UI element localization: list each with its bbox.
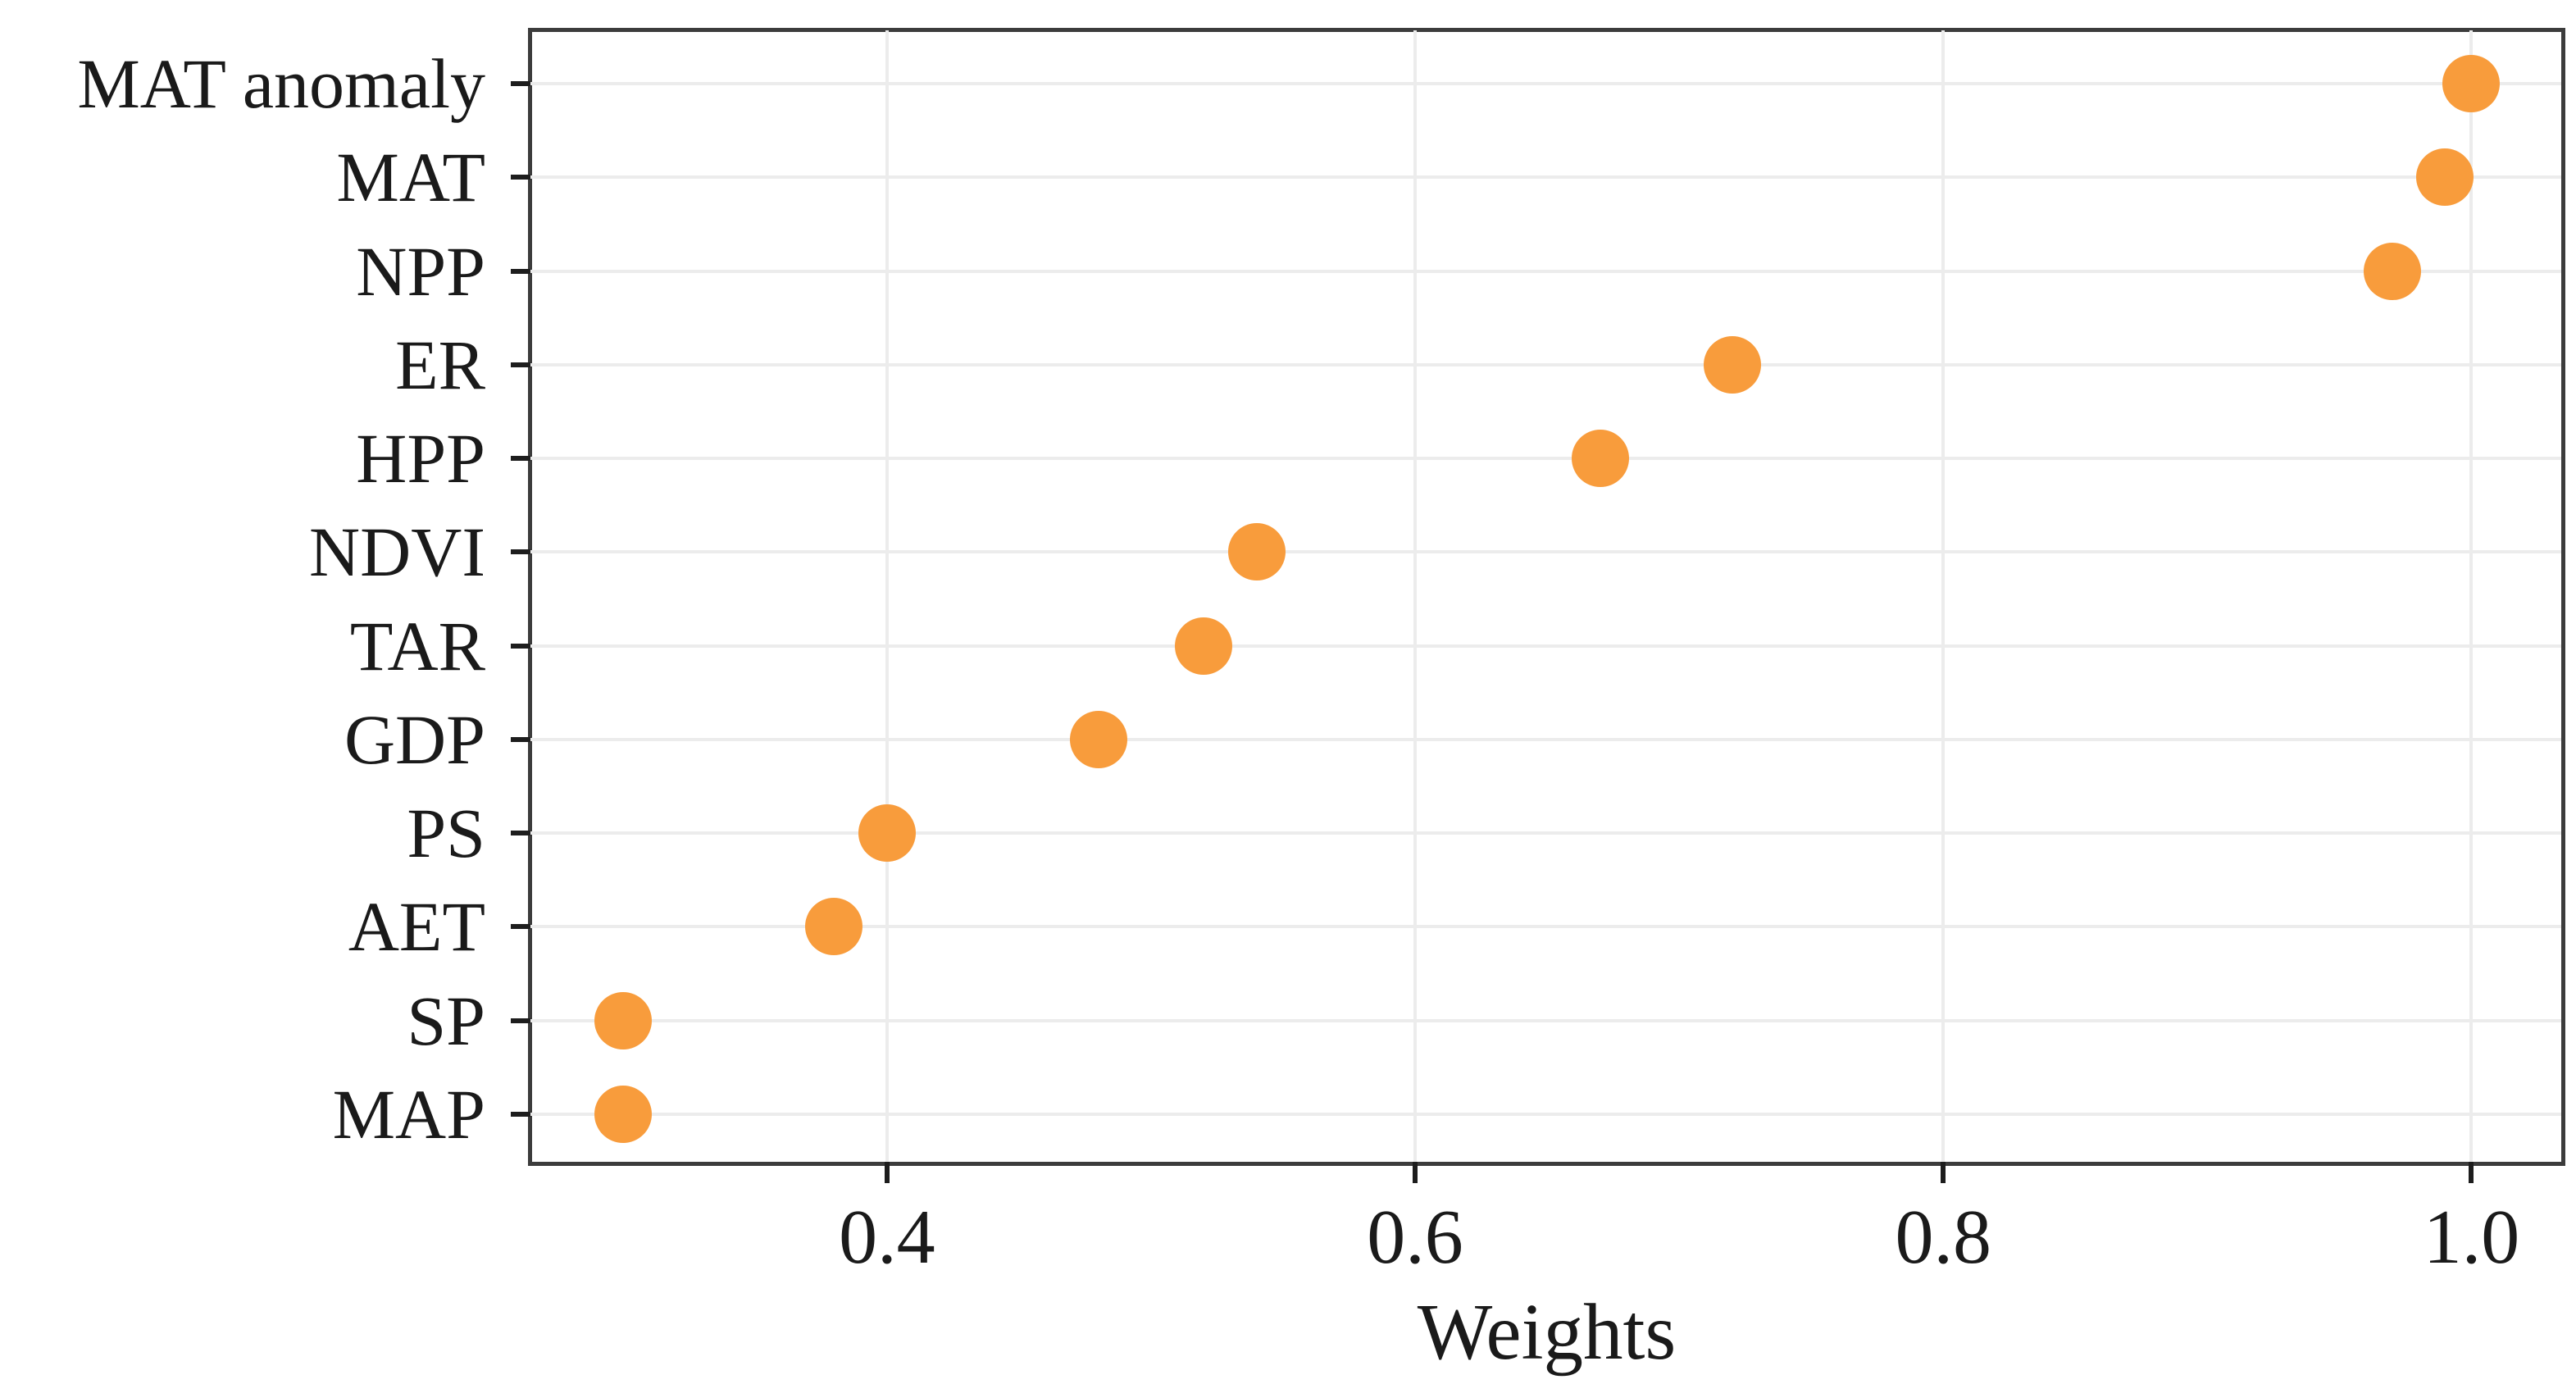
y-tick-label: PS (407, 794, 485, 873)
data-point-dot (594, 991, 652, 1049)
data-point-dot (858, 804, 916, 863)
y-tick-label: AET (348, 887, 485, 967)
data-point-dot (1069, 710, 1127, 768)
gridline-horizontal (530, 457, 2561, 461)
y-tick-mark (511, 175, 530, 180)
plot-area (528, 28, 2565, 1166)
data-point-dot (1571, 430, 1629, 488)
data-point-dot (2442, 55, 2501, 112)
y-tick-mark (511, 831, 530, 836)
y-tick-label: NDVI (309, 512, 485, 592)
gridline-vertical (1941, 30, 1946, 1162)
gridline-vertical (1413, 30, 1418, 1162)
y-tick-mark (511, 456, 530, 462)
y-tick-mark (511, 643, 530, 649)
x-tick-label: 0.6 (1367, 1195, 1463, 1280)
gridline-horizontal (530, 737, 2561, 741)
y-tick-mark (511, 268, 530, 274)
gridline-horizontal (530, 1018, 2561, 1022)
y-tick-label: MAT anomaly (77, 44, 485, 123)
y-tick-label: MAP (332, 1074, 485, 1154)
y-tick-mark (511, 1111, 530, 1117)
y-tick-label: NPP (356, 231, 485, 311)
x-tick-mark (884, 1162, 890, 1183)
y-tick-mark (511, 924, 530, 930)
y-tick-mark (511, 549, 530, 555)
y-tick-label: SP (407, 981, 485, 1060)
gridline-horizontal (530, 362, 2561, 366)
gridline-horizontal (530, 644, 2561, 648)
y-tick-label: MAT (336, 138, 485, 217)
x-tick-label: 1.0 (2423, 1195, 2520, 1280)
x-tick-mark (2469, 1162, 2474, 1183)
gridline-horizontal (530, 831, 2561, 835)
gridline-horizontal (530, 82, 2561, 85)
y-tick-mark (511, 1018, 530, 1023)
data-point-dot (1703, 335, 1761, 394)
gridline-vertical (885, 30, 889, 1162)
data-point-dot (594, 1085, 652, 1143)
y-tick-label: TAR (349, 606, 485, 685)
x-tick-mark (1941, 1162, 1946, 1183)
gridline-horizontal (530, 1112, 2561, 1116)
x-tick-label: 0.4 (839, 1195, 935, 1280)
gridline-horizontal (530, 175, 2561, 180)
y-tick-mark (511, 362, 530, 367)
x-tick-label: 0.8 (1895, 1195, 1992, 1280)
data-point-dot (1227, 523, 1286, 581)
gridline-horizontal (530, 925, 2561, 929)
gridline-vertical (2469, 30, 2474, 1162)
data-point-dot (1175, 617, 1233, 675)
y-tick-label: HPP (356, 419, 485, 499)
x-axis-title: Weights (1417, 1288, 1677, 1376)
gridline-horizontal (530, 550, 2561, 554)
data-point-dot (805, 898, 863, 956)
y-tick-mark (511, 736, 530, 742)
y-tick-mark (511, 81, 530, 86)
data-point-dot (2416, 148, 2474, 207)
y-tick-label: GDP (344, 699, 485, 779)
data-point-dot (2363, 242, 2421, 300)
x-tick-mark (1413, 1162, 1418, 1183)
gridline-horizontal (530, 269, 2561, 273)
y-tick-label: ER (395, 325, 485, 404)
